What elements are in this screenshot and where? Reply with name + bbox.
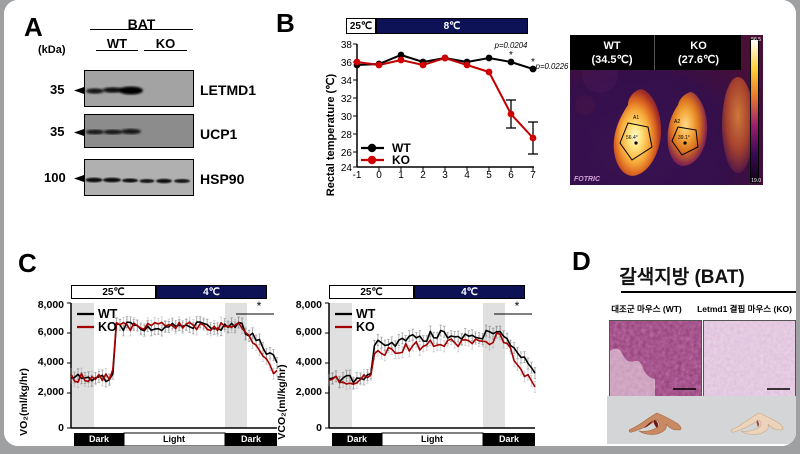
svg-text:4,000: 4,000 <box>296 356 322 368</box>
svg-text:56.4°: 56.4° <box>626 135 638 141</box>
svg-text:Light: Light <box>421 434 443 444</box>
svg-text:7: 7 <box>530 170 536 181</box>
svg-text:36: 36 <box>341 58 353 69</box>
svg-text:*: * <box>515 299 520 313</box>
svg-text:p=0.0226: p=0.0226 <box>535 62 569 71</box>
svg-text:30: 30 <box>341 112 353 123</box>
svg-text:6,000: 6,000 <box>296 326 322 338</box>
svg-text:WT: WT <box>356 307 376 321</box>
svg-text:39.1°: 39.1° <box>678 135 690 141</box>
svg-text:*: * <box>531 57 535 68</box>
svg-text:4: 4 <box>464 170 470 181</box>
svg-text:2,000: 2,000 <box>296 386 322 398</box>
svg-text:26: 26 <box>341 148 353 159</box>
svg-text:Rectal temperature (℃): Rectal temperature (℃) <box>325 73 337 196</box>
svg-text:0: 0 <box>376 170 382 181</box>
svg-text:3: 3 <box>442 170 448 181</box>
svg-text:KO: KO <box>392 153 410 167</box>
svg-text:VCO₂(ml/kg/hr): VCO₂(ml/kg/hr) <box>276 364 288 439</box>
svg-text:Dark: Dark <box>499 434 520 444</box>
svg-text:6: 6 <box>508 170 514 181</box>
svg-text:p=0.0204: p=0.0204 <box>494 41 528 50</box>
svg-text:1: 1 <box>398 170 404 181</box>
svg-text:A1: A1 <box>633 115 639 121</box>
svg-text:2: 2 <box>420 170 426 181</box>
svg-text:32: 32 <box>341 94 353 105</box>
svg-text:34: 34 <box>341 76 353 87</box>
svg-text:*: * <box>509 50 513 61</box>
svg-text:0: 0 <box>316 422 322 434</box>
svg-text:FOTRIC: FOTRIC <box>574 176 601 183</box>
svg-text:A2: A2 <box>674 119 680 125</box>
svg-text:8,000: 8,000 <box>296 299 322 311</box>
svg-text:28: 28 <box>341 130 353 141</box>
svg-text:5: 5 <box>486 170 492 181</box>
svg-text:38: 38 <box>341 40 353 51</box>
svg-text:24: 24 <box>341 163 353 174</box>
svg-text:KO: KO <box>356 320 375 334</box>
svg-text:-1: -1 <box>353 170 362 181</box>
svg-text:Dark: Dark <box>347 434 368 444</box>
